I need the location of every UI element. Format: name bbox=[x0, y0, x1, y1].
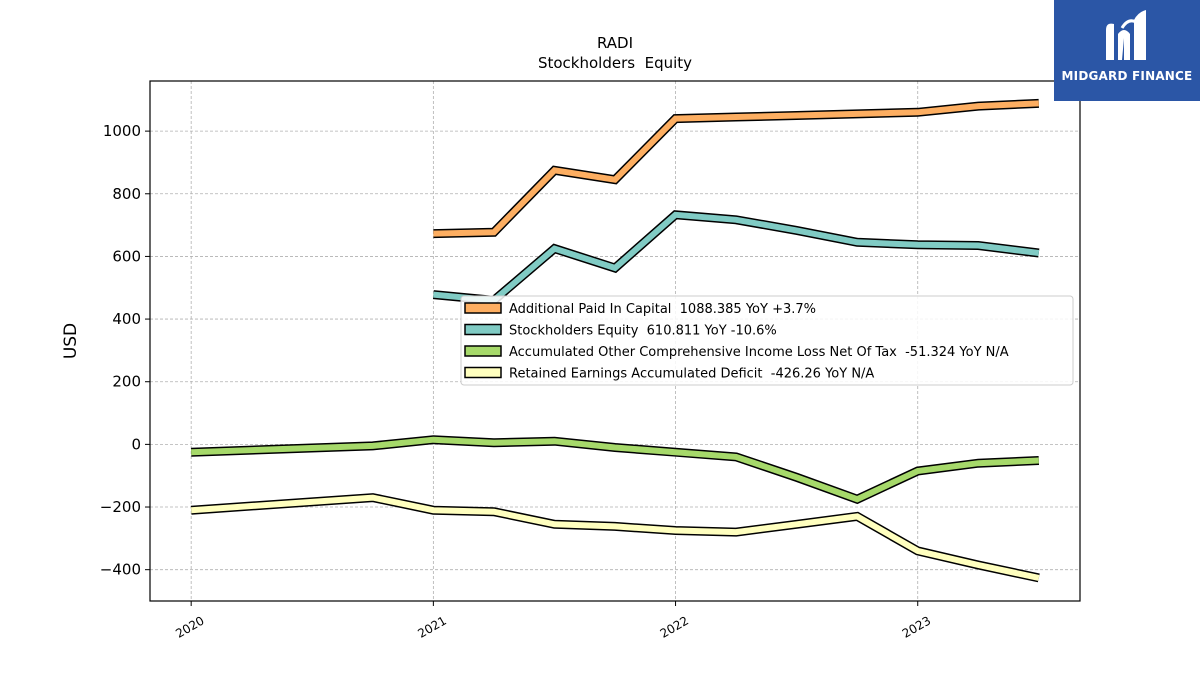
series-line bbox=[191, 436, 1039, 503]
legend-swatch bbox=[464, 323, 502, 336]
series-line bbox=[433, 211, 1040, 304]
x-tick-label: 2020 bbox=[173, 613, 206, 640]
series-layer bbox=[190, 98, 1040, 583]
legend-swatch bbox=[464, 345, 502, 357]
y-axis-label: USD bbox=[61, 323, 81, 359]
x-axis: 2020 2021 2022 2023 bbox=[173, 601, 933, 641]
y-tick-label: 800 bbox=[112, 185, 141, 203]
midgard-m-logo-icon bbox=[1106, 10, 1146, 61]
chart-title: RADI bbox=[597, 34, 633, 52]
y-tick-label: −200 bbox=[100, 498, 141, 516]
legend-label: Retained Earnings Accumulated Deficit -4… bbox=[509, 367, 874, 382]
legend-label: Accumulated Other Comprehensive Income L… bbox=[509, 345, 1009, 360]
y-tick-label: 600 bbox=[112, 247, 141, 265]
x-tick-label: 2022 bbox=[658, 613, 691, 640]
legend-swatch bbox=[464, 302, 502, 314]
legend-label: Additional Paid In Capital 1088.385 YoY … bbox=[509, 302, 816, 317]
brand-name: MIDGARD FINANCE bbox=[1061, 69, 1193, 83]
series-line-outline bbox=[190, 493, 1040, 583]
y-axis: −400 −200 0 200 400 600 800 1000 bbox=[100, 122, 150, 579]
y-tick-label: −400 bbox=[100, 561, 141, 579]
series-line bbox=[190, 494, 1040, 581]
series-line-outline bbox=[433, 98, 1040, 239]
legend-label: Stockholders Equity 610.811 YoY -10.6% bbox=[509, 324, 777, 339]
y-tick-label: 400 bbox=[112, 310, 141, 328]
brand-logo: MIDGARD FINANCE bbox=[1054, 0, 1200, 101]
legend-box bbox=[460, 295, 1074, 386]
x-tick-label: 2021 bbox=[415, 613, 448, 640]
plot-frame bbox=[149, 80, 1081, 602]
y-tick-label: 200 bbox=[112, 373, 141, 391]
x-tick-label: 2023 bbox=[900, 613, 933, 640]
legend-swatch bbox=[464, 366, 502, 379]
series-line-outline bbox=[432, 210, 1040, 305]
chart-subtitle: Stockholders Equity bbox=[538, 54, 692, 72]
y-tick-label: 0 bbox=[131, 435, 141, 453]
legend: Additional Paid In Capital 1088.385 YoY … bbox=[460, 295, 1074, 386]
series-line bbox=[433, 100, 1039, 237]
y-tick-label: 1000 bbox=[103, 122, 141, 140]
